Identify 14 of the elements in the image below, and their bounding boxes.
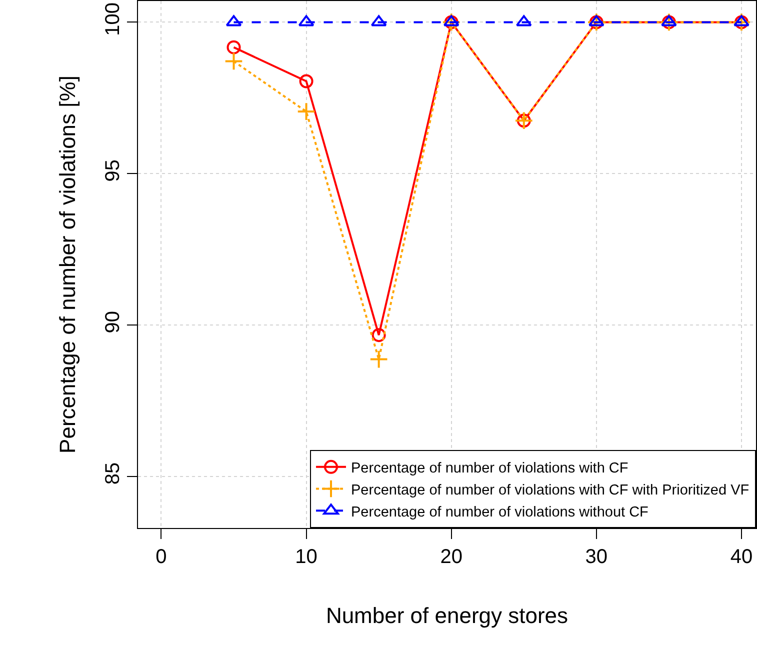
y-tick-label: 100 (102, 2, 124, 36)
x-tick-label: 30 (585, 546, 608, 568)
legend-label: Percentage of number of violations without CF (351, 504, 649, 520)
x-tick-label: 0 (156, 546, 167, 568)
y-axis-title: Percentage of number of violations [%] (54, 76, 80, 454)
legend-label: Percentage of number of violations with CF (351, 460, 628, 477)
legend-label: Percentage of number of violations with CF with Prioritized VF (351, 482, 750, 498)
x-tick-label: 40 (730, 546, 753, 568)
x-axis-title: Number of energy stores (326, 602, 568, 628)
x-tick-label: 10 (295, 546, 318, 568)
y-tick-label: 95 (102, 160, 124, 182)
x-tick-label: 20 (440, 546, 462, 568)
y-tick-label: 85 (102, 462, 124, 485)
y-tick-label: 90 (102, 310, 124, 334)
